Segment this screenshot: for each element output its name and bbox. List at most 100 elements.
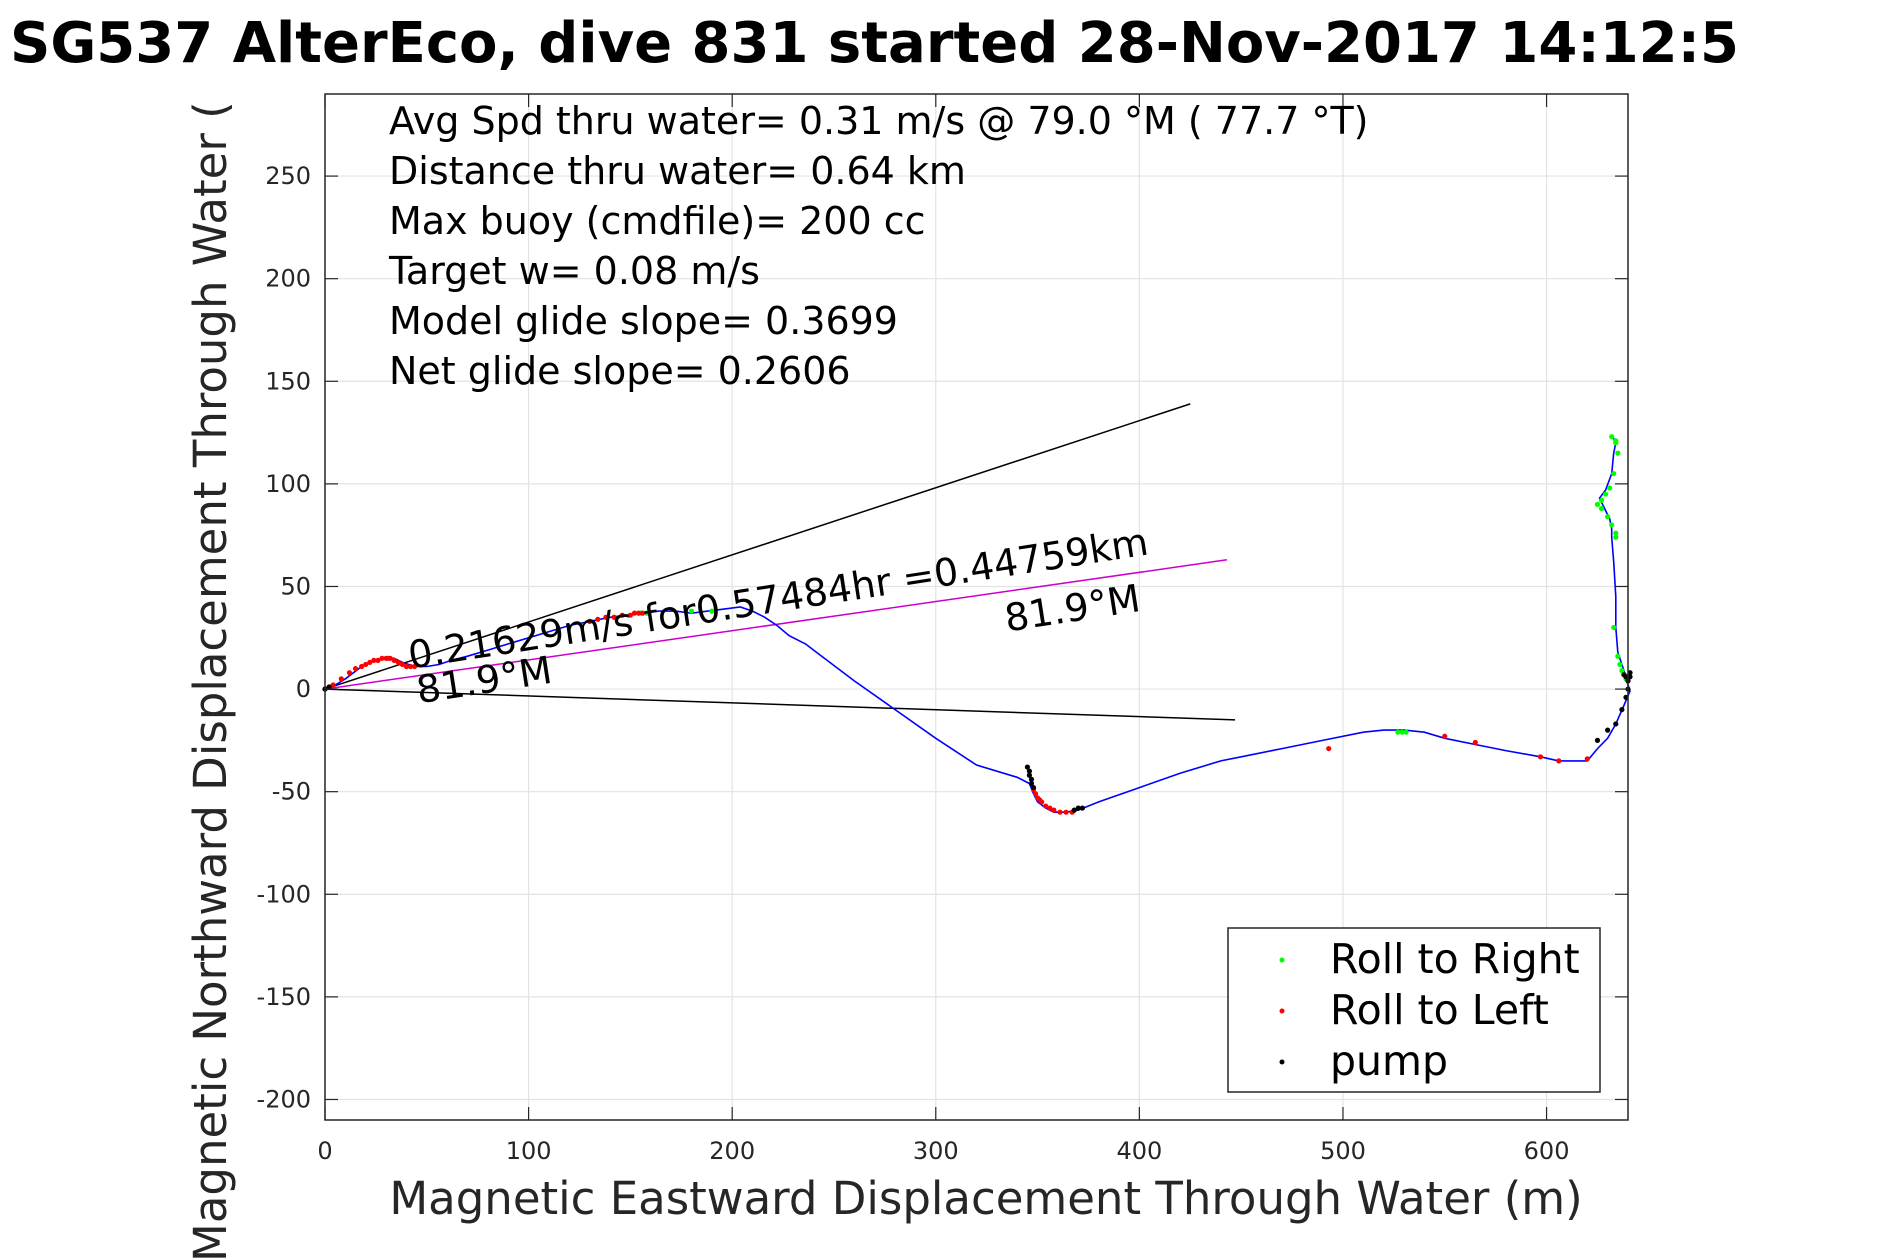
marker-pump <box>326 684 332 690</box>
marker-roll-left <box>611 614 617 620</box>
legend: Roll to Right Roll to Left pump <box>1227 927 1601 1093</box>
stat-line: Net glide slope= 0.2606 <box>389 349 851 393</box>
marker-roll-left <box>367 659 373 666</box>
marker-pump <box>1621 672 1627 678</box>
marker-roll-left <box>1032 791 1039 797</box>
reference-line-upper <box>324 403 1191 690</box>
marker-roll-right <box>709 608 715 614</box>
marker-roll-right <box>1594 501 1601 507</box>
legend-label-roll-left: Roll to Left <box>1330 986 1549 1034</box>
marker-pump <box>1071 807 1077 813</box>
y-tick-label: -100 <box>257 880 311 908</box>
x-tick-label: 600 <box>1524 1137 1570 1165</box>
marker-pump <box>1028 780 1035 787</box>
marker-roll-right <box>1615 450 1621 456</box>
marker-roll-left <box>363 661 369 668</box>
marker-roll-right <box>1605 514 1611 520</box>
marker-roll-left <box>1442 733 1448 739</box>
reference-line-lower <box>324 688 1236 721</box>
marker-roll-right <box>1611 624 1617 631</box>
legend-box <box>1227 927 1601 1093</box>
x-tick-label: 300 <box>913 1137 959 1165</box>
marker-roll-left <box>595 616 601 622</box>
marker-roll-right <box>688 608 695 614</box>
marker-pump <box>1594 737 1601 743</box>
annotation-text: 81.9°M <box>1002 576 1144 640</box>
stat-line: Distance thru water= 0.64 km <box>389 149 966 193</box>
marker-roll-right <box>644 610 650 616</box>
marker-roll-right <box>1399 729 1405 735</box>
marker-roll-left <box>1537 754 1544 760</box>
marker-pump <box>1075 805 1081 811</box>
marker-roll-right <box>1395 729 1401 735</box>
legend-marker-roll-left <box>1279 1008 1285 1014</box>
marker-roll-right <box>1609 434 1615 440</box>
y-tick-label: 200 <box>265 265 311 293</box>
x-axis-label: Magnetic Eastward Displacement Through W… <box>389 1172 1582 1225</box>
marker-pump <box>1613 721 1619 727</box>
markers-layer <box>322 434 1633 815</box>
stat-line: Target w= 0.08 m/s <box>388 249 760 293</box>
marker-roll-left <box>395 659 401 666</box>
marker-pump <box>1030 784 1037 791</box>
marker-roll-left <box>1051 807 1057 813</box>
chart-title: SG537 AlterEco, dive 831 started 28-Nov-… <box>10 11 1739 76</box>
marker-roll-left <box>379 655 385 661</box>
marker-roll-left <box>1472 739 1478 746</box>
marker-roll-left <box>399 661 405 668</box>
marker-roll-left <box>1043 803 1049 809</box>
stat-line: Model glide slope= 0.3699 <box>389 299 898 343</box>
marker-roll-right <box>1611 471 1617 477</box>
marker-roll-right <box>1609 522 1615 528</box>
marker-pump <box>1028 776 1035 782</box>
marker-roll-left <box>1584 756 1590 762</box>
marker-roll-left <box>338 676 344 682</box>
marker-roll-left <box>387 655 393 661</box>
marker-roll-left <box>375 657 381 663</box>
marker-roll-right <box>1613 438 1619 444</box>
marker-roll-left <box>619 612 625 618</box>
marker-roll-right <box>1617 661 1623 668</box>
marker-roll-left <box>346 670 353 676</box>
marker-roll-left <box>371 657 377 663</box>
marker-roll-left <box>352 665 359 672</box>
legend-label-roll-right: Roll to Right <box>1330 935 1580 983</box>
marker-roll-left <box>640 610 646 616</box>
marker-pump <box>1024 764 1030 770</box>
marker-roll-right <box>1598 505 1605 512</box>
marker-roll-left <box>359 663 365 670</box>
marker-roll-left <box>1047 805 1053 811</box>
marker-roll-right <box>1613 530 1619 536</box>
marker-roll-left <box>330 682 336 688</box>
legend-marker-roll-right <box>1279 957 1285 963</box>
marker-roll-left <box>403 663 410 670</box>
marker-roll-left <box>1039 799 1045 805</box>
x-tick-label: 400 <box>1116 1137 1162 1165</box>
y-tick-label: 100 <box>265 470 311 498</box>
marker-pump <box>1026 772 1033 778</box>
marker-roll-left <box>1063 809 1069 815</box>
marker-pump <box>1026 768 1033 774</box>
y-tick-label: 250 <box>265 162 311 190</box>
marker-roll-left <box>603 614 609 620</box>
legend-label-pump: pump <box>1330 1037 1448 1085</box>
marker-roll-left <box>627 612 633 618</box>
y-tick-label: 0 <box>296 675 311 703</box>
marker-roll-left <box>587 618 593 624</box>
marker-roll-right <box>1403 729 1409 735</box>
y-tick-label: 50 <box>280 572 311 600</box>
y-tick-label: -150 <box>257 983 311 1011</box>
marker-roll-left <box>1556 758 1562 764</box>
x-tick-label: 100 <box>506 1137 552 1165</box>
y-axis-label: Magnetic Northward Displacement Through … <box>184 101 237 1260</box>
plot-frame <box>324 93 1629 1121</box>
marker-roll-left <box>1057 809 1063 815</box>
x-tick-label: 500 <box>1320 1137 1366 1165</box>
marker-pump <box>1079 805 1085 811</box>
annotations-layer: 0.21629m/s for0.57484hr =0.44759km81.9°M… <box>405 520 1151 713</box>
marker-roll-right <box>1619 668 1625 674</box>
marker-pump <box>1605 727 1611 733</box>
ticks-layer: 0 100 200 300 400 500 600 -200 -150 -100 -50 0 50 100… <box>257 94 1628 1165</box>
